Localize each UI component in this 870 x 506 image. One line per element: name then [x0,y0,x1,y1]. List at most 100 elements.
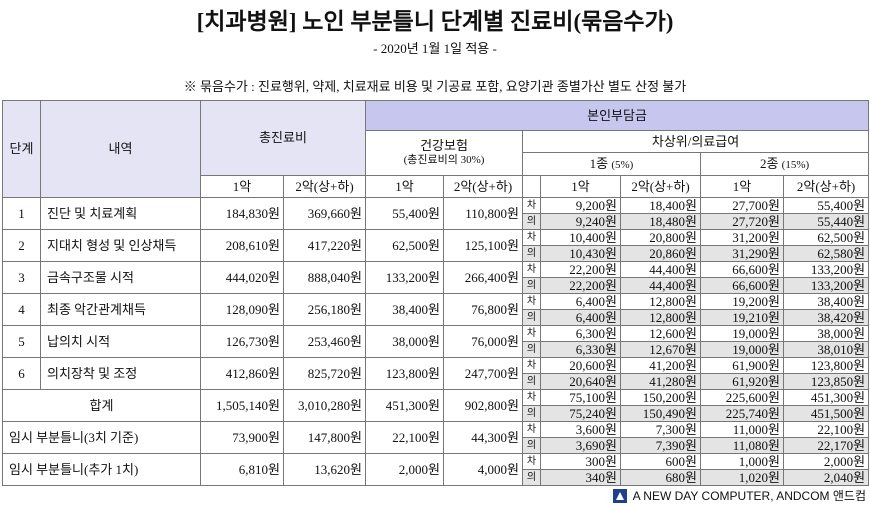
header-cell: 1종 (5%) [522,152,701,176]
fee-cell: 7,300원 [620,421,701,438]
fee-cell: 73,900원 [200,421,284,454]
fee-cell: 22,100원 [365,421,444,454]
column-header: 1악 [700,175,784,198]
sub-type: 차 [522,453,541,470]
fee-cell: 22,100원 [782,421,870,438]
fee-cell: 75,100원 [540,389,621,406]
fee-cell: 38,000원 [365,325,444,358]
fee-cell: 6,400원 [540,293,621,310]
title: [치과병원] 노인 부분틀니 단계별 진료비(묶음수가) [196,9,674,34]
fee-cell: 38,000원 [782,325,870,342]
fee-cell: 20,860원 [620,245,701,262]
fee-cell: 444,020원 [200,261,284,294]
logo-icon [612,488,627,503]
fee-cell: 22,200원 [540,261,621,278]
fee-cell: 22,170원 [782,437,870,454]
fee-cell: 19,000원 [700,325,784,342]
item-cell: 의치장착 및 조정 [40,357,201,390]
header-cell: 단계 [2,100,41,198]
stage-cell: 6 [2,357,41,390]
fee-cell: 825,720원 [283,357,366,390]
sub-type: 의 [522,213,541,230]
fee-cell: 1,000원 [700,453,784,470]
fee-cell: 27,700원 [700,197,784,214]
fee-cell: 6,810원 [200,453,284,486]
column-header: 2악(상+하) [620,175,701,198]
header-text: 건강보험 [420,138,468,153]
fee-cell: 10,430원 [540,245,621,262]
fee-cell: 19,200원 [700,293,784,310]
header-cell: 차상위/의료급여 [521,130,870,153]
fee-cell: 19,210원 [700,309,784,326]
fee-cell: 62,580원 [782,245,870,262]
fee-cell: 12,600원 [620,325,701,342]
column-header: 2악(상+하) [782,175,870,198]
fee-cell: 247,700원 [443,357,523,390]
sub-type: 의 [522,277,541,294]
sub-type: 차 [522,421,541,438]
fee-cell: 7,390원 [620,437,701,454]
fee-cell: 225,600원 [700,389,784,406]
fee-cell: 133,200원 [782,277,870,294]
header-cell: 건강보험 (총진료비의 30%) [365,130,523,176]
fee-cell: 133,200원 [782,261,870,278]
fee-cell: 41,280원 [620,373,701,390]
header-note: (5%) [611,158,634,171]
fee-cell: 38,400원 [365,293,444,326]
footer-text: A NEW DAY COMPUTER, ANDCOM 앤드컴 [632,489,866,503]
fee-cell: 225,740원 [700,405,784,422]
fee-cell: 12,670원 [620,341,701,358]
fee-cell: 9,200원 [540,197,621,214]
header-text: 2종 [759,155,779,171]
fee-cell: 369,660원 [283,197,366,230]
fee-cell: 38,010원 [782,341,870,358]
sub-type: 의 [522,405,541,422]
sub-type: 차 [522,389,541,406]
sub-type: 차 [522,357,541,374]
fee-table: 단계 내역 총진료비 본인부담금 건강보험 (총진료비의 30%) 차상위/의료급여 1종 (… [2,100,870,486]
fee-cell: 412,860원 [200,357,284,390]
fee-cell: 31,200원 [700,229,784,246]
fee-cell: 133,200원 [365,261,444,294]
fee-cell: 1,020원 [700,469,784,486]
subtitle: - 2020년 1월 1일 적용 - [373,41,497,56]
fee-cell: 123,850원 [782,373,870,390]
fee-cell: 66,600원 [700,277,784,294]
stage-cell: 2 [2,229,41,262]
fee-cell: 44,400원 [620,277,701,294]
sub-type: 의 [522,309,541,326]
column-header: 1악 [200,175,284,198]
fee-cell: 3,690원 [540,437,621,454]
sub-type: 의 [522,245,541,262]
fee-cell: 600원 [620,453,701,470]
fee-cell: 256,180원 [283,293,366,326]
fee-cell: 417,220원 [283,229,366,262]
sub-type: 의 [522,437,541,454]
fee-cell: 902,800원 [443,389,523,422]
fee-cell: 9,240원 [540,213,621,230]
fee-cell: 147,800원 [283,421,366,454]
fee-cell: 128,090원 [200,293,284,326]
fee-cell: 451,500원 [782,405,870,422]
fee-cell: 76,800원 [443,293,523,326]
fee-cell: 27,720원 [700,213,784,230]
header-cell: 총진료비 [200,100,366,176]
sub-type: 의 [522,341,541,358]
fee-cell: 6,330원 [540,341,621,358]
fee-cell: 1,505,140원 [200,389,284,422]
fee-cell: 3,600원 [540,421,621,438]
sub-type: 의 [522,469,541,486]
fee-cell: 20,640원 [540,373,621,390]
fee-cell: 62,500원 [365,229,444,262]
fee-cell: 76,000원 [443,325,523,358]
column-header: 2악(상+하) [283,175,366,198]
fee-cell: 18,480원 [620,213,701,230]
fee-cell: 125,100원 [443,229,523,262]
fee-cell: 266,400원 [443,261,523,294]
fee-cell: 11,000원 [700,421,784,438]
fee-cell: 2,000원 [365,453,444,486]
header-cell: 본인부담금 [364,100,870,131]
fee-cell: 22,200원 [540,277,621,294]
fee-cell: 44,400원 [620,261,701,278]
